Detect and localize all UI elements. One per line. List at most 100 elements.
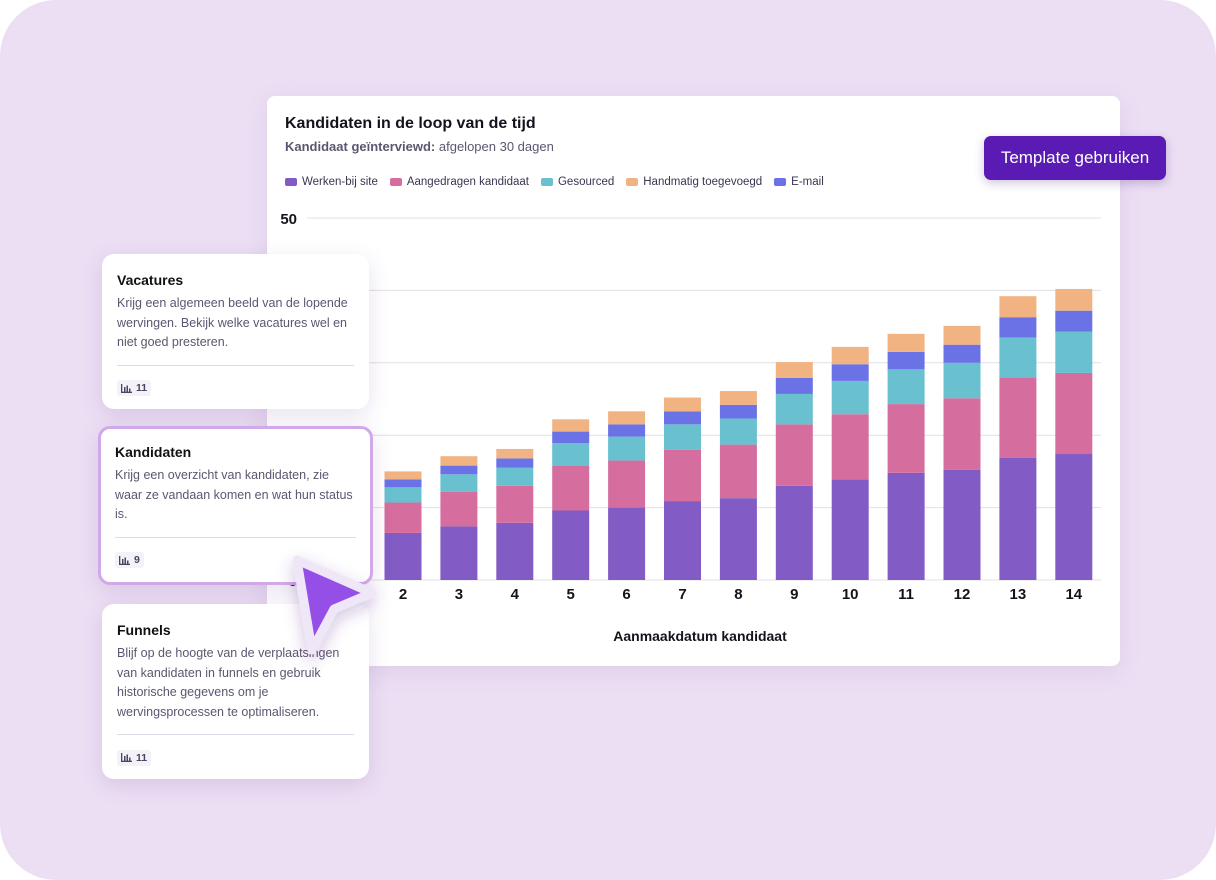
bar-segment: [384, 487, 422, 503]
bar-chart-icon: [121, 753, 132, 762]
bar-segment: [440, 456, 478, 466]
card-kandidaten[interactable]: Kandidaten Krijg een overzicht van kandi…: [98, 426, 373, 585]
bar-segment: [775, 485, 813, 580]
legend-item[interactable]: Werken-bij site: [285, 176, 378, 188]
bar-segment: [552, 465, 590, 511]
bar-segment: [1055, 310, 1093, 332]
legend-swatch: [389, 178, 402, 186]
card-title: Funnels: [117, 622, 171, 638]
bar-segment: [552, 431, 590, 444]
bar-segment: [384, 502, 422, 533]
bar-segment: [608, 507, 646, 580]
bar-segment: [664, 397, 701, 412]
bar-segment: [664, 411, 701, 425]
bar-segment: [943, 325, 981, 345]
x-tick-label: 13: [1010, 586, 1027, 603]
bar-segment: [664, 501, 701, 580]
bar-segment: [831, 364, 869, 381]
bar-segment: [999, 377, 1037, 458]
legend-label: Gesourced: [557, 176, 615, 188]
x-tick-label: 6: [622, 586, 630, 603]
y-tick-label: 50: [280, 211, 297, 228]
divider: [115, 536, 356, 538]
bar-segment: [384, 471, 422, 480]
divider: [117, 364, 354, 366]
card-title: Vacatures: [117, 272, 184, 288]
bar-segment: [384, 479, 422, 488]
chart-subtitle: Kandidaat geïnterviewd: afgelopen 30 dag…: [285, 139, 554, 154]
bar-segment: [496, 485, 534, 523]
bar-segment: [552, 510, 590, 580]
x-tick-label: 3: [455, 586, 463, 603]
bar-segment: [831, 346, 869, 365]
bar-segment: [664, 424, 701, 450]
legend-swatch: [774, 178, 787, 186]
legend-item[interactable]: Handmatig toegevoegd: [626, 176, 762, 188]
bar-segment: [887, 472, 925, 580]
bar-segment: [1055, 454, 1093, 580]
chart-title: Kandidaten in de loop van de tijd: [285, 115, 536, 132]
bar-segment: [999, 317, 1037, 338]
bar-segment: [999, 457, 1037, 580]
legend-label: E-mail: [791, 176, 824, 188]
bar-segment: [608, 436, 646, 461]
legend-swatch: [540, 178, 553, 186]
bar-segment: [1055, 331, 1093, 373]
count: 11: [136, 751, 148, 764]
use-template-button[interactable]: Template gebruiken: [984, 136, 1166, 180]
bar-chart-icon: [119, 555, 130, 565]
bar-segment: [1055, 288, 1093, 311]
bar-segment: [999, 337, 1037, 378]
bar-segment: [1055, 372, 1093, 455]
bar-segment: [384, 532, 422, 580]
count: 11: [136, 382, 148, 394]
bar-segment: [887, 333, 925, 352]
bar-segment: [552, 443, 590, 466]
bar-chart-icon: [121, 383, 132, 393]
bar-segment: [608, 411, 646, 425]
subtitle-value: afgelopen 30 dagen: [438, 139, 554, 154]
bar-segment: [887, 404, 925, 473]
bar-segment: [887, 351, 925, 370]
bar-segment: [719, 444, 757, 499]
bar-segment: [719, 498, 757, 580]
x-tick-label: 4: [511, 586, 520, 603]
bar-segment: [608, 424, 646, 437]
bar-segment: [999, 296, 1037, 318]
bar-segment: [496, 467, 534, 486]
card-text: Krijg een overzicht van kandidaten, zie …: [115, 468, 353, 521]
legend-item[interactable]: E-mail: [774, 176, 824, 188]
bar-segment: [496, 458, 534, 468]
bar-segment: [440, 491, 478, 527]
x-axis-label: Aanmaakdatum kandidaat: [613, 628, 787, 644]
legend-item[interactable]: Gesourced: [540, 176, 615, 188]
card-text: Blijf op de hoogte van de verplaatsingen…: [117, 646, 340, 719]
bar-segment: [496, 448, 534, 459]
x-tick-label: 7: [678, 586, 686, 603]
bar-segment: [831, 479, 869, 580]
bar-segment: [775, 393, 813, 425]
legend-label: Aangedragen kandidaat: [406, 176, 529, 188]
count-badge: 11: [117, 749, 152, 766]
count: 9: [134, 554, 140, 566]
bar-segment: [775, 362, 813, 379]
count-badge: 11: [117, 380, 152, 396]
bar-segment: [887, 369, 925, 405]
card-funnels[interactable]: Funnels Blijf op de hoogte van de verpla…: [102, 604, 369, 779]
bar-segment: [719, 404, 757, 419]
card-title: Kandidaten: [115, 444, 192, 460]
legend-swatch: [626, 178, 639, 186]
bar-segment: [440, 526, 478, 580]
x-tick-label: 11: [898, 586, 914, 603]
bar-segment: [719, 391, 757, 405]
chart-card: 01020304050234567891011121314Aanmaakdatu…: [267, 96, 1120, 666]
card-vacatures[interactable]: Vacatures Krijg een algemeen beeld van d…: [102, 254, 369, 409]
x-tick-label: 10: [842, 586, 859, 603]
legend-item[interactable]: Aangedragen kandidaat: [389, 176, 529, 188]
x-tick-label: 14: [1065, 586, 1082, 603]
bar-segment: [664, 449, 701, 502]
divider: [117, 734, 354, 735]
bar-segment: [775, 378, 813, 394]
chart-plot: 01020304050234567891011121314Aanmaakdatu…: [280, 211, 1101, 644]
